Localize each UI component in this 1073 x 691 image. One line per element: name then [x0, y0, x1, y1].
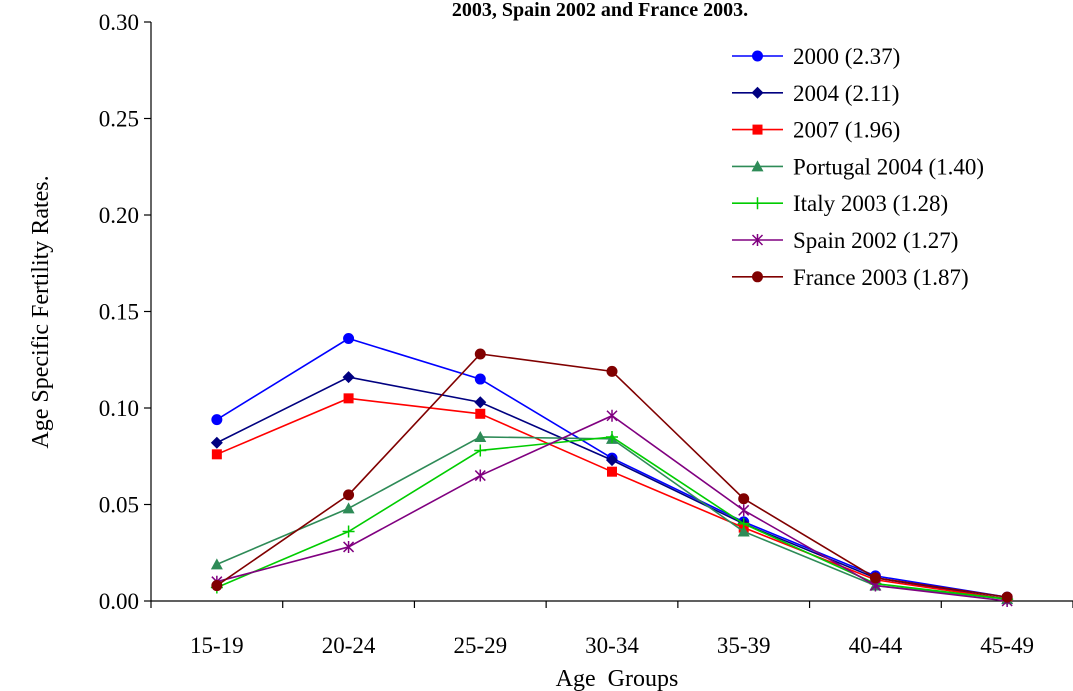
data-point: [606, 365, 618, 377]
data-point: [343, 333, 355, 345]
data-point: [738, 504, 750, 517]
data-point: [606, 409, 618, 422]
legend-item: France 2003 (1.87): [732, 265, 969, 290]
data-point: [211, 414, 223, 426]
legend-marker: [751, 160, 764, 172]
y-tick-label: 0.20: [99, 203, 139, 228]
data-point: [606, 454, 618, 467]
y-tick-label: 0.25: [99, 107, 139, 132]
legend-marker: [751, 197, 764, 210]
data-point: [474, 444, 487, 457]
x-tick-label: 35-39: [717, 633, 771, 658]
x-axis-label: Age Groups: [556, 666, 679, 691]
series-layer: [210, 333, 1014, 607]
data-point: [607, 466, 617, 477]
chart-title: 2003, Spain 2002 and France 2003.: [452, 0, 748, 21]
data-point: [475, 408, 486, 419]
data-point: [474, 396, 487, 409]
series-group: [211, 393, 1013, 605]
legend-item: 2000 (2.37): [732, 44, 900, 69]
data-point: [474, 469, 486, 482]
data-point: [343, 540, 355, 553]
x-tick-label: 15-19: [190, 633, 244, 658]
data-point: [869, 572, 881, 584]
data-point: [342, 502, 355, 514]
x-tick-label: 20-24: [322, 633, 376, 658]
legend-item: 2007 (1.96): [732, 118, 900, 143]
y-tick-label: 0.05: [99, 493, 139, 518]
data-point: [342, 371, 355, 384]
series-line: [216, 397, 1008, 600]
legend-marker: [752, 124, 763, 135]
legend-label: France 2003 (1.87): [793, 265, 969, 290]
legend-marker: [751, 86, 764, 99]
ticks: 0.00 0.05 0.10 0.15 0.20 0.25 0.30 15-19 20-24 25…: [99, 10, 1073, 658]
y-tick-label: 0.30: [99, 10, 139, 35]
legend-item: Italy 2003 (1.28): [732, 191, 948, 216]
data-point: [342, 525, 355, 538]
legend-item: Spain 2002 (1.27): [732, 228, 958, 253]
data-point: [738, 493, 750, 505]
y-tick-label: 0.15: [99, 300, 139, 325]
legend-marker: [752, 271, 763, 283]
data-point: [474, 373, 486, 385]
x-tick-label: 40-44: [849, 633, 903, 658]
legend-item: Portugal 2004 (1.40): [732, 154, 984, 179]
data-point: [210, 558, 223, 570]
series-group: [211, 348, 1013, 603]
legend-label: 2000 (2.37): [793, 44, 900, 69]
data-point: [343, 393, 354, 404]
legend-label: Spain 2002 (1.27): [793, 228, 958, 253]
x-tick-label: 25-29: [453, 633, 507, 658]
data-point: [211, 449, 222, 460]
legend-item: 2004 (2.11): [732, 81, 899, 106]
x-tick-label: 45-49: [980, 633, 1034, 658]
data-point: [343, 489, 355, 501]
data-point: [210, 436, 223, 449]
data-point: [474, 430, 487, 442]
legend-label: 2007 (1.96): [793, 118, 900, 143]
data-point: [1001, 591, 1013, 603]
legend-label: Portugal 2004 (1.40): [793, 154, 984, 179]
legend-marker: [751, 234, 764, 246]
data-point: [737, 525, 750, 537]
legend-label: Italy 2003 (1.28): [793, 191, 948, 216]
data-point: [211, 580, 223, 592]
y-tick-label: 0.00: [99, 589, 139, 614]
data-point: [606, 430, 618, 443]
y-axis-label: Age Specific Fertility Rates.: [28, 175, 54, 448]
x-tick-label: 30-34: [585, 633, 639, 658]
y-tick-label: 0.10: [99, 396, 139, 421]
legend-marker: [752, 50, 763, 62]
data-point: [737, 517, 750, 530]
legend: 2000 (2.37) 2004 (2.11) 2007 (1.96) Portuga…: [732, 44, 984, 290]
data-point: [474, 348, 486, 360]
legend-label: 2004 (2.11): [793, 81, 899, 106]
